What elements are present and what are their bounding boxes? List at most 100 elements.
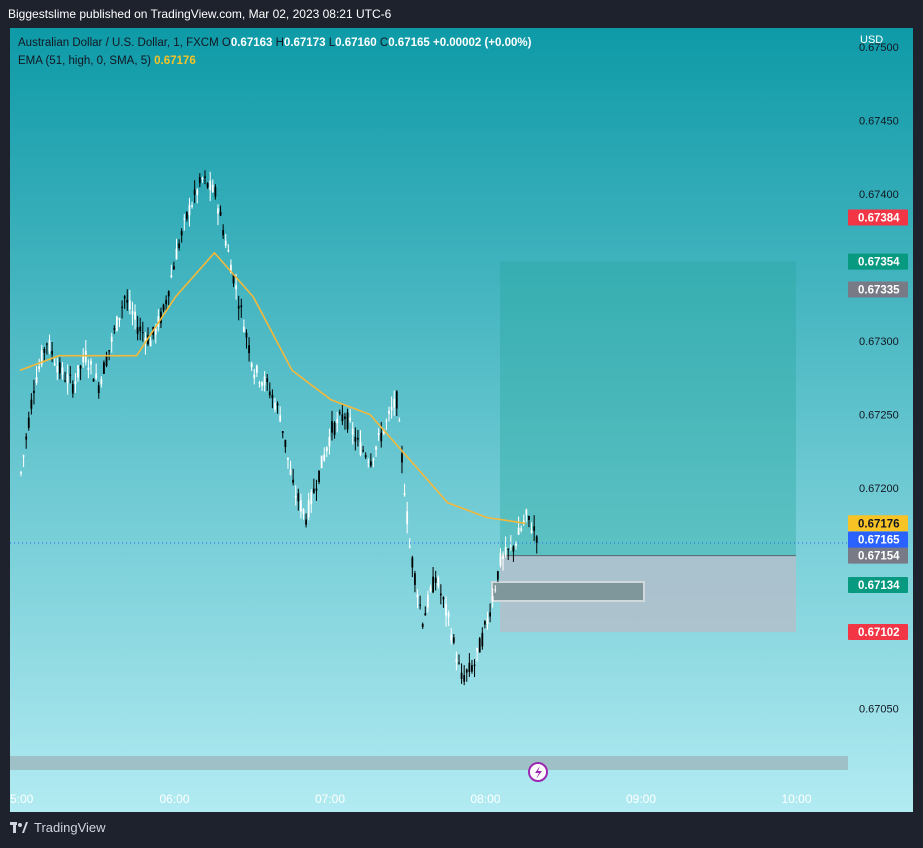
candle (398, 417, 401, 422)
candle (48, 334, 51, 355)
price-tick-label: 0.67050 (859, 704, 899, 716)
tradingview-icon (10, 821, 28, 833)
candle (242, 319, 245, 333)
ema-line (19, 251, 526, 525)
candle (74, 373, 77, 393)
candle (115, 315, 118, 332)
candle (128, 290, 131, 315)
candle (261, 381, 263, 391)
candle (69, 365, 72, 384)
candle (300, 493, 302, 519)
candle (97, 381, 100, 399)
candle (271, 389, 274, 409)
candle (318, 470, 320, 485)
lightning-icon[interactable] (528, 762, 548, 782)
candle (250, 361, 253, 372)
candle (240, 298, 243, 318)
position-label-box[interactable] (491, 581, 645, 602)
candle (336, 411, 339, 433)
candle (211, 179, 214, 193)
candle (325, 446, 328, 458)
candle (297, 488, 300, 511)
candle (429, 584, 432, 593)
candle (79, 364, 82, 381)
chart-area[interactable]: 0.67500 0.67450 0.67400 0.67300 0.67250 0.672… (10, 28, 913, 812)
candle (95, 363, 98, 381)
time-tick-label: 08:00 (471, 792, 501, 806)
candle (139, 317, 142, 341)
currency-label: USD (860, 34, 884, 46)
candle (312, 478, 315, 494)
candle (217, 204, 219, 226)
candle (30, 393, 33, 415)
candle (484, 620, 486, 629)
footer-bar (0, 812, 923, 848)
candle (131, 301, 134, 326)
candle (385, 418, 388, 431)
publish-header: Biggestslime published on TradingView.co… (0, 0, 923, 28)
price-chart[interactable]: 0.67500 0.67450 0.67400 0.67300 0.67250 0.672… (10, 28, 913, 812)
candle (533, 515, 536, 542)
candle (110, 332, 113, 353)
candle (432, 566, 434, 594)
candle (258, 380, 261, 388)
candle (478, 636, 481, 653)
legend-h-label: H (275, 37, 284, 49)
candle (377, 428, 380, 441)
candle (323, 447, 326, 462)
price-tick-label: 0.67450 (859, 116, 899, 128)
candle (149, 336, 152, 347)
candle (471, 659, 473, 674)
price-tag-value: 0.67354 (858, 257, 900, 269)
candle (263, 371, 266, 392)
candle (357, 429, 359, 447)
candle (486, 611, 489, 630)
legend-l-label: L (328, 37, 336, 49)
profit-zone[interactable] (500, 261, 796, 556)
price-tick-label: 0.67500 (859, 42, 899, 54)
candle (320, 455, 323, 469)
candle (346, 408, 349, 433)
price-tag-value: 0.67102 (858, 627, 900, 639)
candle (227, 244, 230, 253)
candle (126, 289, 129, 311)
candle (92, 378, 95, 382)
price-tick-label: 0.67250 (859, 410, 899, 422)
candle (255, 364, 258, 377)
candle (504, 536, 507, 558)
candle (170, 264, 173, 279)
candle (281, 431, 284, 439)
candle (77, 365, 79, 382)
candle (40, 344, 43, 368)
candle (33, 379, 35, 405)
candle (445, 596, 447, 627)
candle (437, 575, 440, 589)
candle (507, 548, 510, 561)
candle (359, 430, 362, 457)
legend-high: 0.67173 (283, 37, 326, 49)
price-tag-value: 0.67384 (858, 213, 900, 225)
legend-c-label: C (379, 37, 389, 49)
legend-open: 0.67163 (230, 37, 273, 49)
legend-o-label: O (221, 37, 231, 49)
candle (388, 406, 390, 422)
legend-close: 0.67165 (388, 37, 430, 49)
horizontal-scrollbar[interactable] (10, 756, 848, 770)
candle (390, 396, 393, 419)
candle (191, 201, 193, 209)
candle (165, 295, 168, 311)
candle (416, 589, 419, 609)
candle (183, 213, 186, 231)
candle (178, 239, 180, 251)
candle (43, 347, 46, 362)
tradingview-logo[interactable]: TradingView (10, 820, 106, 835)
candle (439, 584, 442, 605)
candle (279, 406, 282, 423)
candle (530, 522, 533, 534)
candle (463, 665, 466, 686)
candle (214, 184, 217, 200)
time-tick-label: 09:00 (626, 792, 656, 806)
candle (522, 514, 525, 526)
candle (375, 445, 377, 457)
candle (294, 485, 297, 506)
